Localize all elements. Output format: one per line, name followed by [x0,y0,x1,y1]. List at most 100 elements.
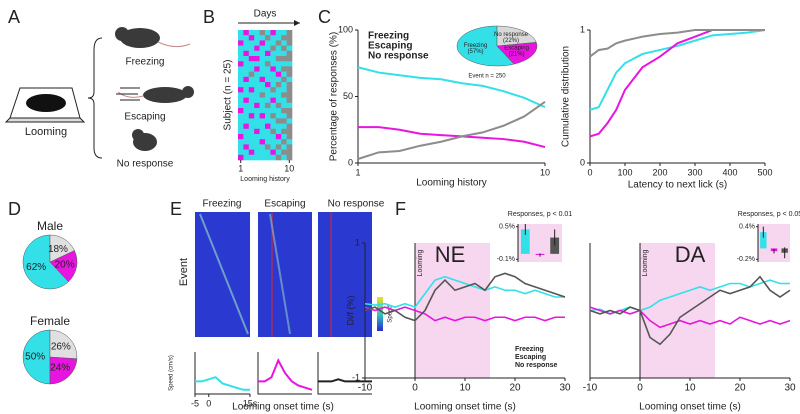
matrix-cell [281,30,287,36]
panel-label: D [8,199,21,219]
heatmaps [195,212,383,337]
x-axis-label: Looming history [240,176,290,183]
matrix-cell [281,92,287,98]
matrix-cell [265,40,271,46]
matrix-cell [259,92,266,98]
chart-title: Escaping [264,199,305,210]
matrix-cell [281,118,287,124]
matrix-cell [248,50,255,57]
matrix-cell [286,66,293,72]
slice-value: 24% [50,362,70,373]
matrix-cell [254,92,260,98]
matrix-cell [270,123,277,130]
series-line [364,275,565,309]
matrix-cell [243,123,250,130]
matrix-cell [248,113,255,119]
x-tick-label: -10 [583,383,598,394]
matrix-cell [254,87,260,93]
matrix-cell [281,149,287,156]
matrix-cell [254,40,260,46]
axes [317,352,372,395]
matrix-cell [270,102,277,109]
matrix-cell [286,128,293,135]
matrix-cell [248,35,255,41]
matrix-cell [275,45,282,52]
matrix-cell [286,92,293,98]
colorbar-label: Speed [388,305,394,322]
matrix-cell [286,139,293,145]
inset-title: Responses, p < 0.01 [508,211,573,218]
matrix-cell [270,134,277,140]
matrix-cell [281,113,287,119]
legend-entry: Freezing [368,31,409,42]
matrix-cell [275,128,282,135]
matrix-cell [248,61,255,67]
matrix-cell [265,97,271,104]
matrix-cell [259,87,266,93]
matrix-cell [259,139,266,145]
matrix-cell [259,149,266,156]
matrix-cell [275,92,282,98]
matrix-cell [275,61,282,67]
matrix-cell [254,118,260,124]
x-tick-label: 30 [784,383,796,394]
slice-label: Freezing [464,43,487,49]
matrix-cell [238,61,244,67]
matrix-cell [243,56,250,62]
matrix-cell [265,108,271,114]
matrix-cell [281,45,287,52]
series-line [357,101,546,160]
panel-label: C [318,7,331,27]
matrix-cell [281,144,287,150]
matrix-cell [275,40,282,46]
highlight [640,243,715,378]
matrix-cell [265,123,271,130]
matrix-cell [254,144,260,150]
x-tick-label: 0 [412,383,418,394]
matrix-cell [275,76,282,83]
matrix-cell [254,82,260,88]
y-axis-label: Dl/f (%) [345,296,355,326]
axes [589,30,765,164]
matrix-cell [238,102,244,109]
matrix-cell [259,30,266,36]
matrix-cell [259,66,266,72]
legend-entry: No response [368,51,429,62]
matrix-cell [265,149,271,156]
matrix-cell [265,82,271,88]
brace [87,37,103,159]
matrix-cell [254,97,260,104]
pie-slice [49,329,78,359]
matrix-cell [238,97,244,104]
matrix-cell [286,30,293,36]
matrix-cell [286,154,293,161]
matrix-cell [259,35,266,41]
matrix-cell [243,154,250,161]
x-tick-label: 1 [355,167,360,177]
matrix-cell [248,149,255,156]
matrix-cell [270,50,277,57]
y-tick-label: -1 [352,372,360,382]
matrix-cell [248,154,255,161]
matrix-cell [265,61,271,67]
series-line [258,358,313,391]
matrix-cell [238,30,244,36]
matrix-cell [243,139,250,145]
matrix-cell [270,45,277,52]
y-tick-label: 100 [338,24,353,34]
x-tick-label: 300 [687,167,702,177]
matrix-cell [238,87,244,93]
matrix-cell [238,35,244,41]
matrix-cell [254,139,260,145]
matrix-cell [254,113,260,119]
matrix-cell [286,56,293,62]
series-line [357,66,546,109]
matrix-cell [254,123,260,130]
y-tick-label: 0.4% [739,224,755,231]
matrix-cell [254,71,260,78]
matrix-cell [248,71,255,78]
matrix-cell [248,82,255,88]
matrix-cell [259,118,266,124]
legend-entry: No response [515,362,558,369]
matrix-cell [270,149,277,156]
